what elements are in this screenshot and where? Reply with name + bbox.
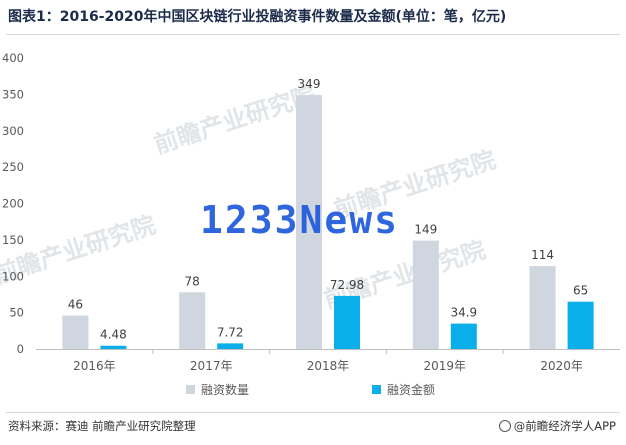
data-label: 149 [414, 223, 437, 237]
bar-chart: 0 50 100 150 200 250 300 350 400 46 4.48 78 7.72 349… [2, 51, 620, 397]
y-tick-label: 0 [17, 342, 24, 356]
y-tick-label: 250 [2, 160, 24, 174]
legend-label: 融资数量 [201, 382, 249, 397]
y-tick-label: 100 [2, 269, 24, 283]
data-label: 46 [68, 298, 83, 312]
data-label: 4.48 [100, 328, 127, 342]
legend: 融资数量 融资金额 [186, 382, 435, 397]
y-tick-label: 300 [2, 124, 24, 138]
legend-label: 融资金额 [387, 382, 435, 397]
bar-amount [334, 295, 360, 349]
bar-amount [100, 345, 127, 349]
footer-divider [6, 412, 620, 413]
bar-count [62, 315, 89, 349]
y-tick-label: 350 [2, 87, 24, 101]
legend-swatch [372, 385, 381, 394]
y-tick-label: 150 [2, 233, 24, 247]
x-tick-label: 2018年 [307, 359, 350, 373]
bar-count [296, 95, 322, 349]
x-axis: 2016年 2017年 2018年 2019年 2020年 [36, 349, 620, 373]
y-tick-label: 200 [2, 197, 24, 211]
bar-count [179, 292, 206, 349]
bar-amount [450, 323, 477, 349]
x-tick-label: 2019年 [424, 359, 467, 373]
bars: 46 4.48 78 7.72 349 72.98 149 34.9 114 65 [62, 77, 594, 349]
source-note: 资料来源：赛迪 前瞻产业研究院整理 [8, 419, 196, 433]
y-tick-label: 400 [2, 51, 24, 65]
y-tick-label: 50 [9, 306, 24, 320]
data-label: 114 [531, 248, 554, 262]
data-label: 78 [185, 274, 200, 288]
bar-count [412, 240, 439, 349]
brand-credit: @前瞻经济学人APP [498, 418, 616, 434]
bar-amount [567, 301, 594, 349]
brand-logo-icon [498, 420, 511, 432]
data-label: 65 [573, 284, 588, 298]
bar-amount [217, 343, 244, 349]
title-divider [6, 34, 620, 35]
x-tick-label: 2020年 [540, 359, 583, 373]
data-label: 72.98 [330, 278, 364, 292]
x-tick-label: 2016年 [73, 359, 116, 373]
y-axis: 0 50 100 150 200 250 300 350 400 [2, 51, 24, 356]
chart-title: 图表1：2016-2020年中国区块链行业投融资事件数量及金额(单位：笔，亿元) [8, 9, 507, 25]
data-label: 349 [298, 77, 321, 91]
x-tick-label: 2017年 [190, 359, 233, 373]
legend-swatch [186, 385, 195, 394]
bar-count [529, 266, 556, 349]
data-label: 34.9 [450, 306, 477, 320]
brand-text: @前瞻经济学人APP [513, 419, 616, 433]
data-label: 7.72 [217, 325, 244, 339]
